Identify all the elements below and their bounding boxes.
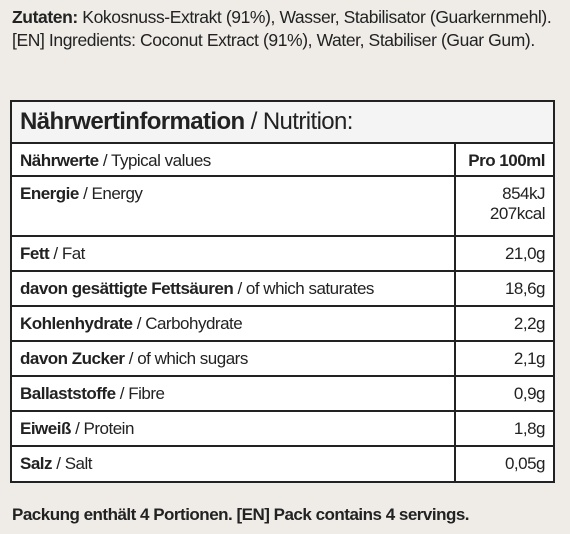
header-label-rest: / Typical values — [98, 151, 211, 170]
row-value: 21,0g — [454, 237, 553, 270]
row-label-rest: / Protein — [70, 419, 134, 438]
row-label: davon Zucker / of which sugars — [12, 342, 454, 375]
nutrition-table-title: Nährwertinformation / Nutrition: — [12, 102, 553, 144]
ingredients-list: Kokosnuss-Extrakt (91%), Wasser, Stabili… — [12, 7, 552, 50]
row-label: Salz / Salt — [12, 447, 454, 481]
table-row: davon Zucker / of which sugars 2,1g — [12, 342, 553, 377]
row-value: 2,1g — [454, 342, 553, 375]
row-label-rest: / Carbohydrate — [132, 314, 243, 333]
ingredients-label: Zutaten: — [12, 7, 78, 27]
header-value: Pro 100ml — [468, 151, 545, 170]
row-label-rest: / Fat — [49, 244, 85, 263]
table-row: Fett / Fat 21,0g — [12, 237, 553, 272]
row-value-kj: 854kJ — [502, 184, 545, 203]
row-label: Kohlenhydrate / Carbohydrate — [12, 307, 454, 340]
row-label: Energie / Energy — [12, 177, 454, 235]
row-value: 854kJ 207kcal — [454, 177, 553, 235]
row-label-bold: Energie — [20, 184, 79, 203]
row-label: Ballaststoffe / Fibre — [12, 377, 454, 410]
table-header-row: Nährwerte / Typical values Pro 100ml — [12, 144, 553, 177]
row-label-bold: Salz — [20, 454, 53, 473]
table-row: Kohlenhydrate / Carbohydrate 2,2g — [12, 307, 553, 342]
row-label-bold: Ballaststoffe — [20, 384, 116, 403]
row-label-rest: / Salt — [52, 454, 92, 473]
row-label: davon gesättigte Fettsäuren / of which s… — [12, 272, 454, 305]
row-label-bold: Kohlenhydrate — [20, 314, 133, 333]
title-bold: Nährwertinformation — [20, 108, 245, 135]
row-label-bold: Eiweiß — [20, 419, 71, 438]
nutrition-table: Nährwertinformation / Nutrition: Nährwer… — [10, 100, 555, 483]
row-value-kcal: 207kcal — [489, 204, 546, 223]
row-value: 0,9g — [454, 377, 553, 410]
row-value: 0,05g — [454, 447, 553, 481]
row-label-rest: / Energy — [78, 184, 143, 203]
header-label-bold: Nährwerte — [20, 151, 99, 170]
row-label-bold: davon Zucker — [20, 349, 125, 368]
row-label: Eiweiß / Protein — [12, 412, 454, 445]
header-label-cell: Nährwerte / Typical values — [12, 144, 454, 175]
table-row: Energie / Energy 854kJ 207kcal — [12, 177, 553, 237]
ingredients-text: Zutaten: Kokosnuss-Extrakt (91%), Wasser… — [12, 6, 560, 51]
title-rest: / Nutrition: — [244, 108, 354, 135]
table-row: Ballaststoffe / Fibre 0,9g — [12, 377, 553, 412]
row-label-rest: / of which sugars — [124, 349, 249, 368]
row-value: 18,6g — [454, 272, 553, 305]
header-value-cell: Pro 100ml — [454, 144, 553, 175]
row-label-rest: / Fibre — [115, 384, 165, 403]
table-row: Salz / Salt 0,05g — [12, 447, 553, 481]
table-row: Eiweiß / Protein 1,8g — [12, 412, 553, 447]
row-label-bold: Fett — [20, 244, 50, 263]
row-label: Fett / Fat — [12, 237, 454, 270]
row-value: 1,8g — [454, 412, 553, 445]
table-row: davon gesättigte Fettsäuren / of which s… — [12, 272, 553, 307]
row-label-rest: / of which saturates — [233, 279, 374, 298]
servings-note: Packung enthält 4 Portionen. [EN] Pack c… — [12, 505, 470, 524]
row-label-bold: davon gesättigte Fettsäuren — [20, 279, 234, 298]
row-value: 2,2g — [454, 307, 553, 340]
